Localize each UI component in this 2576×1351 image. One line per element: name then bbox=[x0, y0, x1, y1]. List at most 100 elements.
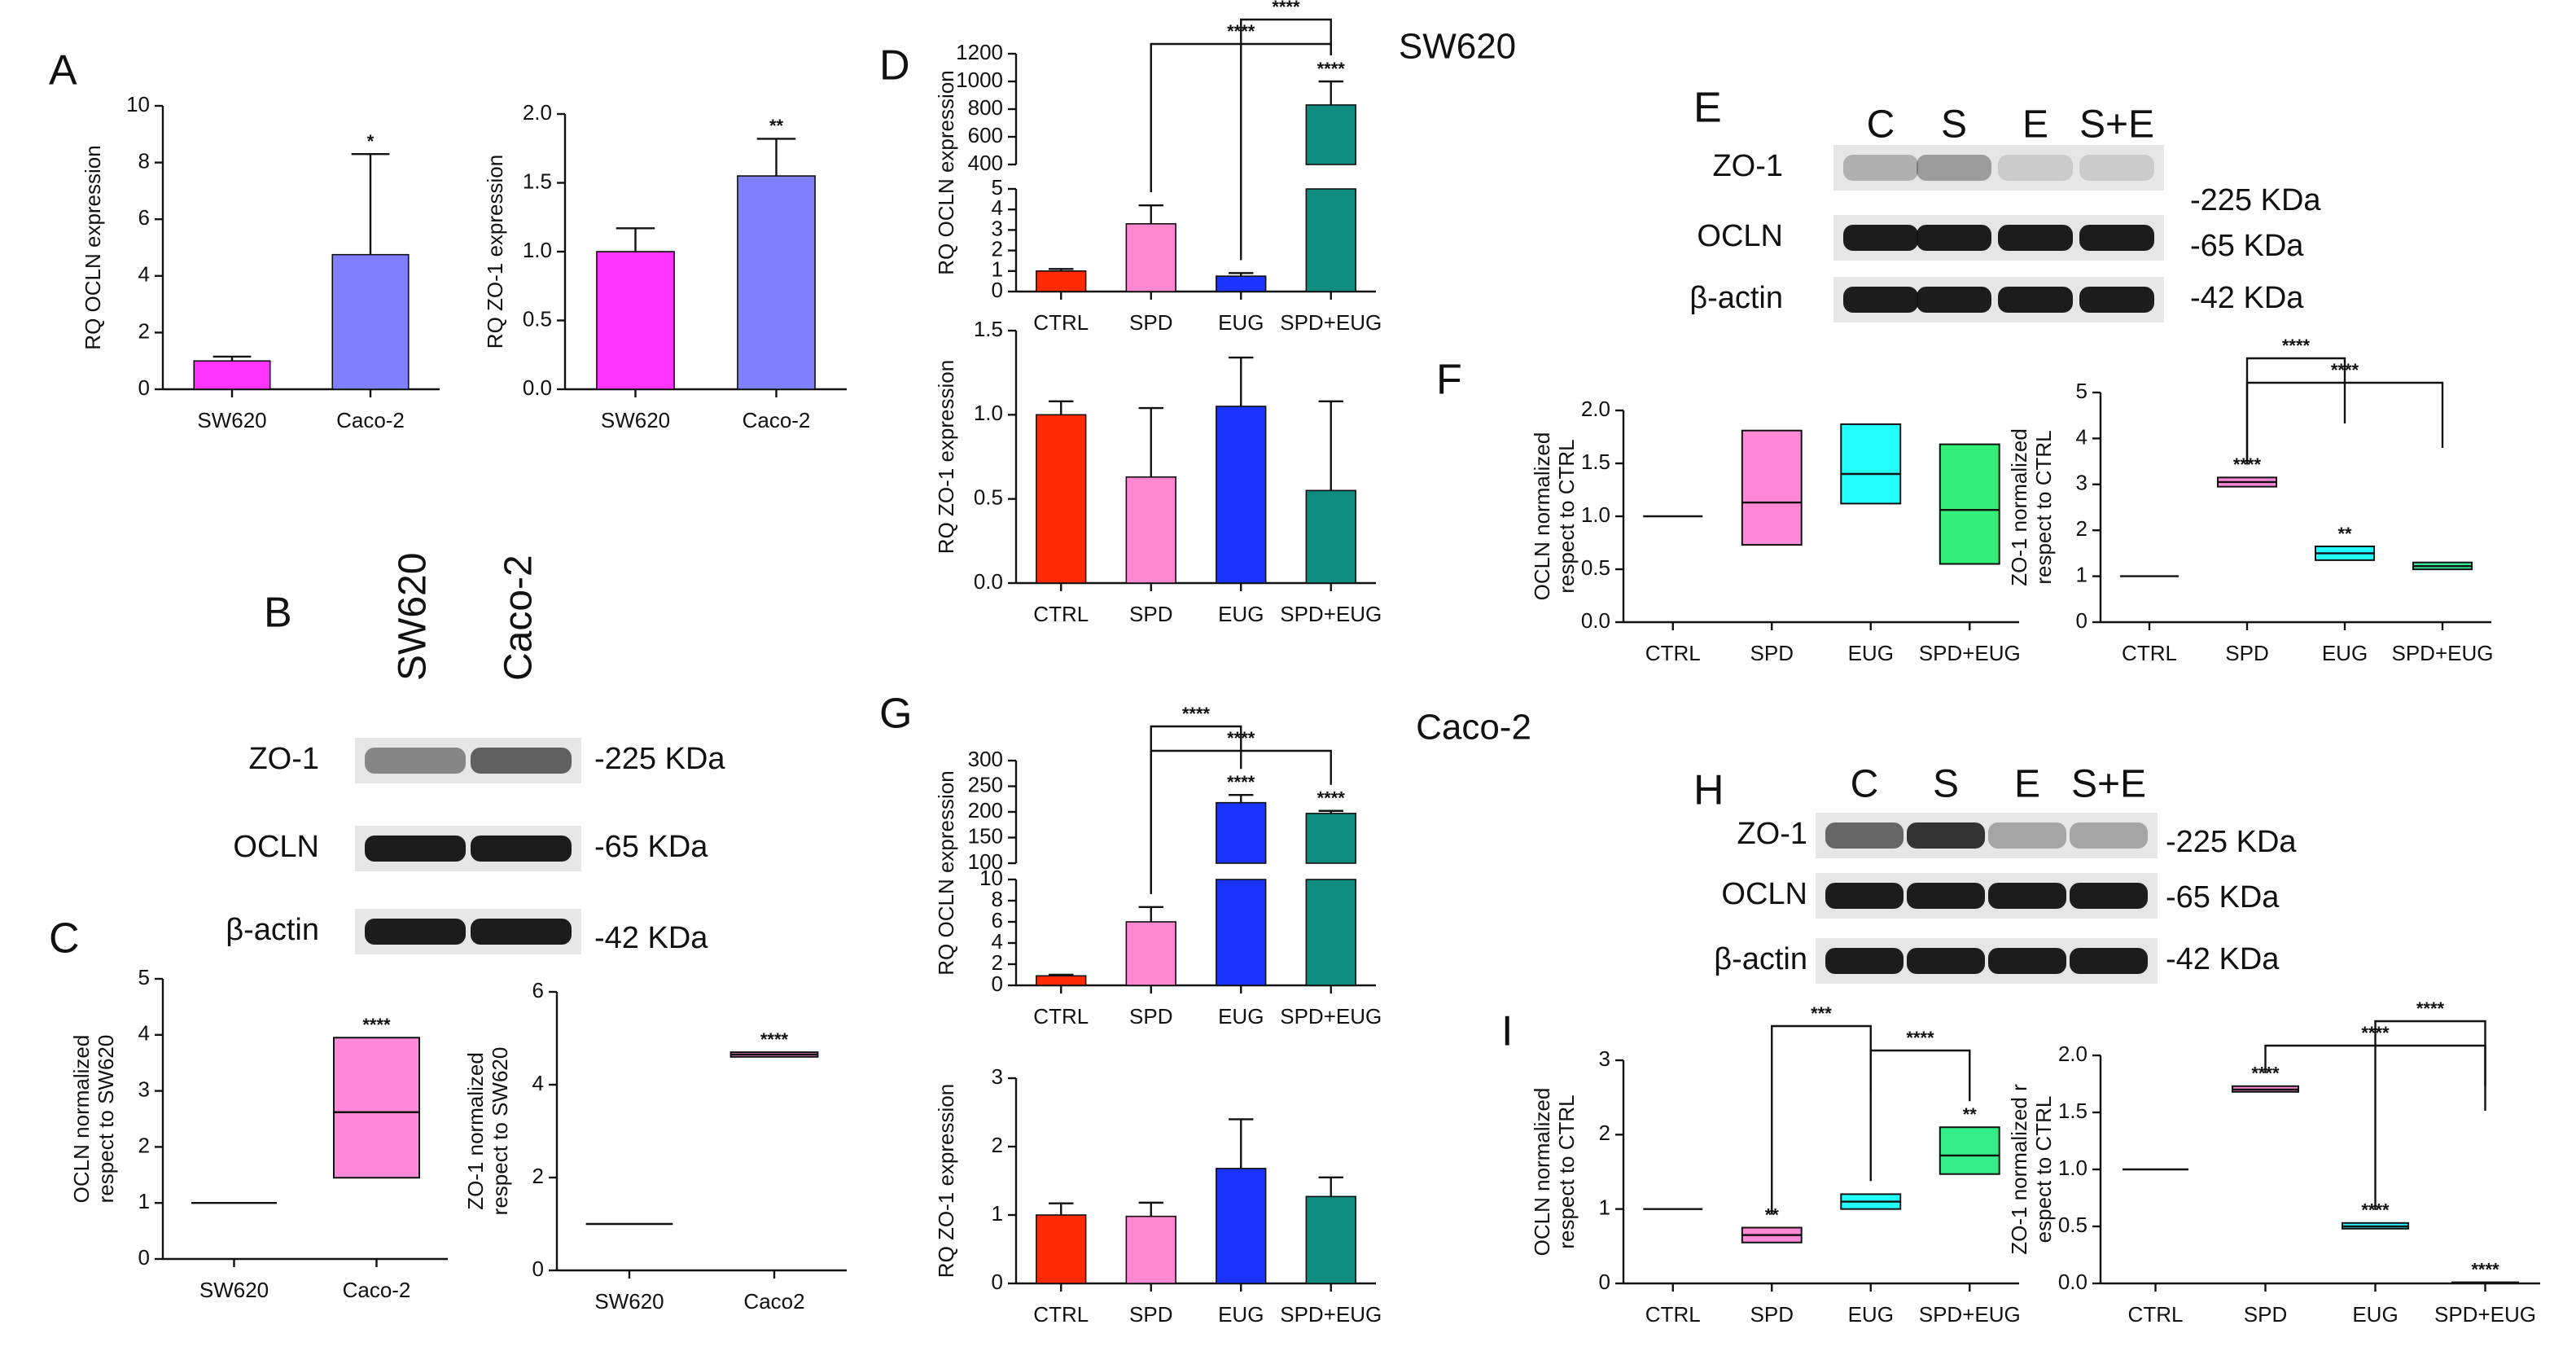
x-tick-label: SW620 bbox=[601, 408, 670, 432]
row-label: ZO-1 bbox=[1712, 149, 1783, 183]
row-label: ZO-1 bbox=[1737, 817, 1807, 851]
y-axis-label: RQ ZO-1 expression bbox=[483, 155, 507, 349]
x-tick-label: SPD+EUG bbox=[2434, 1302, 2536, 1327]
row-label: ZO-1 bbox=[248, 742, 319, 776]
y-tick-label: 8 bbox=[992, 887, 1003, 911]
lane-label: E bbox=[2014, 763, 2040, 806]
y-tick-label: 5 bbox=[2076, 379, 2088, 403]
blot-band bbox=[1917, 225, 1991, 251]
bracket bbox=[1771, 1024, 1872, 1215]
x-tick-label: SPD+EUG bbox=[2392, 641, 2494, 665]
panel-label: I bbox=[1501, 1008, 1513, 1055]
x-tick-label: Caco-2 bbox=[343, 1278, 411, 1302]
x-tick-label: EUG bbox=[1848, 1302, 1894, 1327]
bar bbox=[331, 253, 410, 390]
y-tick-label: 10 bbox=[126, 92, 150, 116]
y-tick-label: 200 bbox=[968, 798, 1003, 822]
y-tick-label: 0 bbox=[532, 1257, 544, 1281]
size-label: -65 KDa bbox=[594, 830, 708, 864]
significance: **** bbox=[1317, 59, 1346, 79]
y-tick-label: 1.5 bbox=[2058, 1099, 2088, 1123]
x-tick-label: Caco2 bbox=[743, 1289, 804, 1314]
x-tick-label: SPD+EUG bbox=[1919, 1302, 2021, 1327]
x-tick-label: SPD bbox=[2244, 1302, 2287, 1327]
bar bbox=[1036, 975, 1087, 986]
x-tick-label: SPD bbox=[1129, 1302, 1172, 1327]
blot-band bbox=[1988, 822, 2066, 849]
bracket bbox=[1240, 18, 1332, 261]
significance: ** bbox=[769, 116, 784, 136]
y-axis-label: RQ OCLN expression bbox=[934, 70, 958, 274]
x-tick-label: SPD bbox=[1750, 641, 1794, 665]
significance: **** bbox=[1227, 772, 1255, 792]
lane-label: S bbox=[1933, 763, 1959, 806]
panel-label: G bbox=[879, 691, 912, 738]
y-tick-label: 3 bbox=[992, 216, 1003, 240]
blot-band bbox=[1907, 822, 1985, 849]
bar bbox=[1305, 188, 1356, 292]
significance: **** bbox=[1182, 704, 1211, 724]
x-tick-label: SPD bbox=[1129, 602, 1172, 626]
x-tick-label: CTRL bbox=[2122, 641, 2177, 665]
y-axis-label: OCLN normalized bbox=[1530, 432, 1554, 601]
bar bbox=[1125, 1215, 1176, 1284]
y-axis-label: ZO-1 normalized bbox=[2007, 428, 2031, 586]
y-tick-label: 0 bbox=[992, 1270, 1003, 1294]
lane-label: Caco-2 bbox=[497, 555, 541, 681]
y-tick-label: 0 bbox=[138, 375, 150, 400]
y-tick-label: 0.5 bbox=[1581, 555, 1610, 580]
y-axis-label: ZO-1 normalized bbox=[463, 1052, 488, 1210]
y-tick-label: 2 bbox=[992, 1133, 1003, 1157]
x-tick-label: SPD+EUG bbox=[1919, 641, 2021, 665]
box bbox=[1939, 1126, 2000, 1175]
y-axis-label: respect to SW620 bbox=[94, 1035, 118, 1204]
blot-band bbox=[1825, 822, 1904, 849]
lane-label: S+E bbox=[2079, 103, 2154, 147]
y-tick-label: 0.0 bbox=[974, 569, 1003, 594]
chart-title: Caco-2 bbox=[1416, 708, 1531, 748]
bracket bbox=[1869, 1049, 1971, 1182]
blot-band bbox=[365, 836, 466, 862]
blot-background bbox=[1833, 145, 2164, 191]
bar bbox=[1305, 104, 1356, 165]
significance: **** bbox=[362, 1015, 391, 1035]
y-tick-label: 8 bbox=[138, 148, 150, 173]
y-tick-label: 10 bbox=[979, 866, 1003, 890]
x-tick-label: CTRL bbox=[1033, 1004, 1089, 1029]
y-tick-label: 0 bbox=[992, 278, 1003, 302]
y-tick-label: 1.5 bbox=[1581, 450, 1610, 474]
blot-band bbox=[1825, 948, 1904, 974]
y-axis-label: RQ OCLN expression bbox=[81, 145, 105, 349]
y-tick-label: 0.5 bbox=[2058, 1213, 2088, 1237]
y-tick-label: 0 bbox=[2076, 608, 2088, 633]
y-tick-label: 5 bbox=[992, 175, 1003, 200]
bar bbox=[1305, 489, 1356, 584]
y-tick-label: 6 bbox=[992, 908, 1003, 932]
y-tick-label: 0.0 bbox=[1581, 608, 1610, 633]
bar bbox=[1036, 270, 1087, 292]
y-tick-label: 0.0 bbox=[523, 375, 552, 400]
y-tick-label: 5 bbox=[138, 965, 150, 989]
blot-band bbox=[471, 919, 572, 945]
y-tick-label: 1.0 bbox=[2058, 1156, 2088, 1180]
y-tick-label: 0.0 bbox=[2058, 1270, 2088, 1294]
x-tick-label: SPD bbox=[1129, 1004, 1172, 1029]
x-tick-label: SPD+EUG bbox=[1280, 1004, 1382, 1029]
panel-label: F bbox=[1436, 357, 1462, 404]
y-tick-label: 4 bbox=[138, 1021, 150, 1046]
x-tick-label: SW620 bbox=[197, 408, 266, 432]
blot-band bbox=[1843, 155, 1918, 181]
panel-label: E bbox=[1693, 85, 1722, 132]
bar bbox=[1216, 406, 1267, 584]
bar bbox=[596, 251, 675, 390]
x-tick-label: SPD bbox=[1129, 310, 1172, 335]
bar bbox=[1125, 921, 1176, 986]
y-tick-label: 1 bbox=[2076, 562, 2088, 586]
y-tick-label: 1.0 bbox=[523, 238, 552, 262]
x-tick-label: EUG bbox=[1848, 641, 1894, 665]
significance: **** bbox=[1272, 0, 1300, 17]
blot-band bbox=[365, 919, 466, 945]
y-tick-label: 2 bbox=[138, 1133, 150, 1157]
bracket bbox=[2374, 1020, 2486, 1210]
significance: ** bbox=[1963, 1104, 1978, 1125]
